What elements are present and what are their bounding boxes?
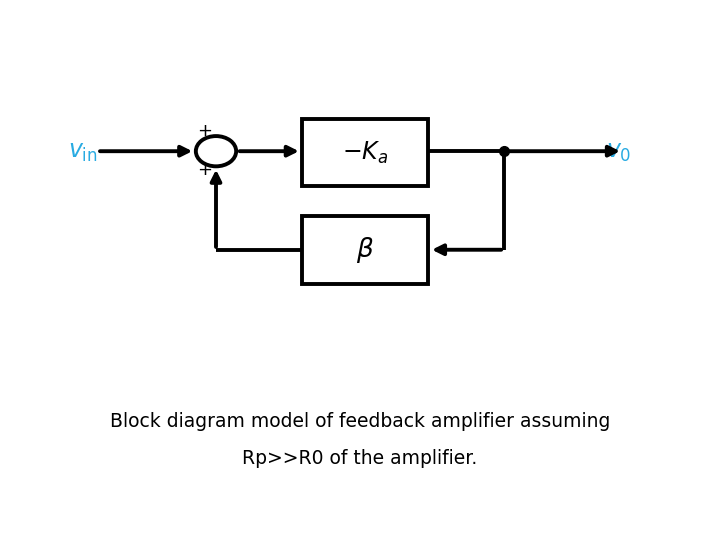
Text: $v_{\mathrm{in}}$: $v_{\mathrm{in}}$ xyxy=(68,141,98,164)
FancyBboxPatch shape xyxy=(302,216,428,284)
Text: $-K_a$: $-K_a$ xyxy=(342,139,389,166)
Text: Rp>>R0 of the amplifier.: Rp>>R0 of the amplifier. xyxy=(243,449,477,469)
Text: $\beta$: $\beta$ xyxy=(356,235,374,265)
Text: +: + xyxy=(197,160,212,179)
Text: +: + xyxy=(197,122,212,140)
FancyBboxPatch shape xyxy=(302,119,428,186)
Text: $v_0$: $v_0$ xyxy=(606,141,632,164)
Text: Block diagram model of feedback amplifier assuming: Block diagram model of feedback amplifie… xyxy=(110,411,610,431)
